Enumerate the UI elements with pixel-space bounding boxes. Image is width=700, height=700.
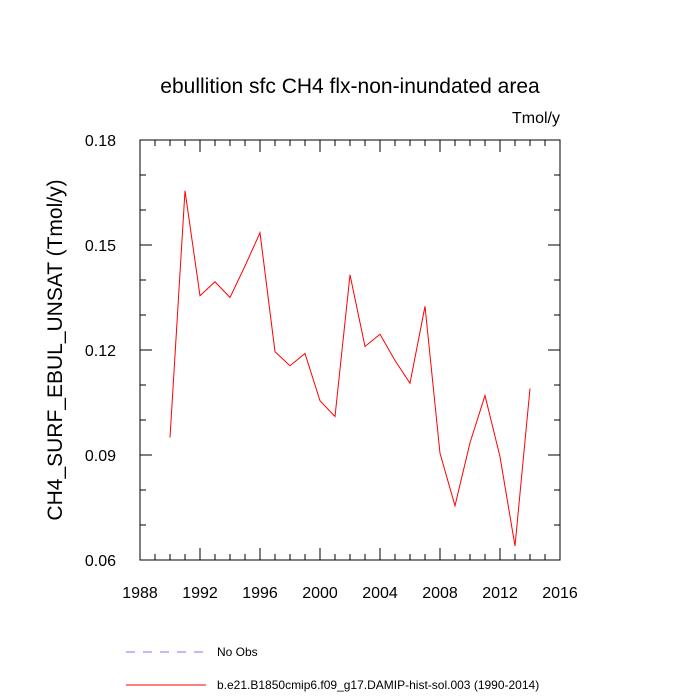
legend: No Obs b.e21.B1850cmip6.f09_g17.DAMIP-his… xyxy=(126,645,539,692)
x-tick-label: 2000 xyxy=(302,585,338,602)
legend-label: b.e21.B1850cmip6.f09_g17.DAMIP-hist-sol.… xyxy=(217,678,539,692)
y-tick-label: 0.18 xyxy=(85,133,116,150)
x-tick-label: 1992 xyxy=(182,585,218,602)
series-line xyxy=(169,190,531,547)
legend-label: No Obs xyxy=(217,645,258,659)
y-tick-label: 0.12 xyxy=(85,343,116,360)
x-tick-label: 2008 xyxy=(422,585,458,602)
x-tick-label: 1996 xyxy=(242,585,278,602)
chart-title: ebullition sfc CH4 flx-non-inundated are… xyxy=(160,75,540,98)
y-tick-label: 0.06 xyxy=(85,553,116,570)
axis-ticks xyxy=(139,139,561,561)
x-tick-label: 1988 xyxy=(122,585,158,602)
x-tick-label: 2004 xyxy=(362,585,398,602)
axis-tick-labels: 1988 1992 1996 2000 2004 2008 2012 2016 0.06 0.09… xyxy=(85,133,578,602)
y-tick-label: 0.09 xyxy=(85,448,116,465)
x-tick-label: 2016 xyxy=(542,585,578,602)
y-tick-label: 0.15 xyxy=(85,238,116,255)
plot-frame xyxy=(139,139,561,561)
y-axis-label: CH4_SURF_EBUL_UNSAT (Tmol/y) xyxy=(44,179,67,520)
x-tick-label: 2012 xyxy=(482,585,518,602)
units-label: Tmol/y xyxy=(512,110,560,127)
series-layer xyxy=(169,190,531,547)
